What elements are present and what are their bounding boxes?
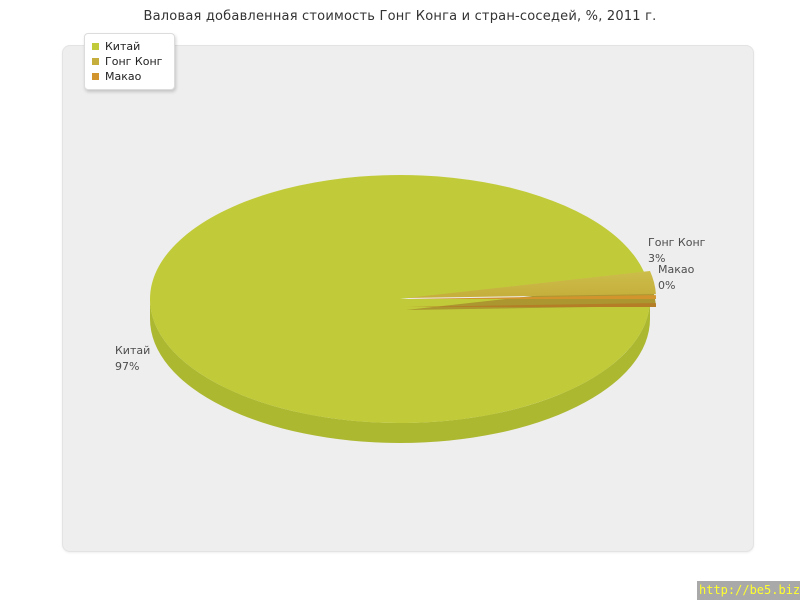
pie-slice-shape [150, 299, 650, 443]
slice-label-name: Китай [115, 344, 151, 357]
page-title: Валовая добавленная стоимость Гонг Конга… [143, 9, 657, 24]
slice-label-percent: 0% [658, 279, 676, 292]
slice-label-name: Гонг Конг [648, 236, 706, 249]
legend-label: Гонг Конг [105, 55, 163, 68]
slice-label-percent: 97% [115, 360, 140, 373]
legend: Китай Гонг Конг Макао [84, 33, 176, 90]
slice-label-china: Китай 97% [115, 343, 150, 375]
legend-item-china: Китай [92, 39, 162, 54]
watermark-link[interactable]: http://be5.biz/ [697, 581, 800, 600]
slice-label-macao: Макао 0% [658, 262, 694, 294]
legend-item-hongkong: Гонг Конг [92, 54, 162, 69]
pie-slice-shape [150, 175, 650, 424]
slice-label-name: Макао [658, 263, 695, 276]
slice-label-hongkong: Гонг Конг 3% [648, 235, 705, 267]
pie-slice-shape [406, 303, 657, 307]
pie-slice-shape [406, 295, 657, 299]
legend-item-macao: Макао [92, 69, 162, 84]
legend-label: Китай [105, 40, 141, 53]
legend-swatch-icon [92, 43, 99, 50]
legend-swatch-icon [92, 58, 99, 65]
slice-label-percent: 3% [648, 252, 666, 265]
legend-swatch-icon [92, 73, 99, 80]
legend-label: Макао [105, 70, 142, 83]
pie-slice-shape [406, 271, 656, 298]
